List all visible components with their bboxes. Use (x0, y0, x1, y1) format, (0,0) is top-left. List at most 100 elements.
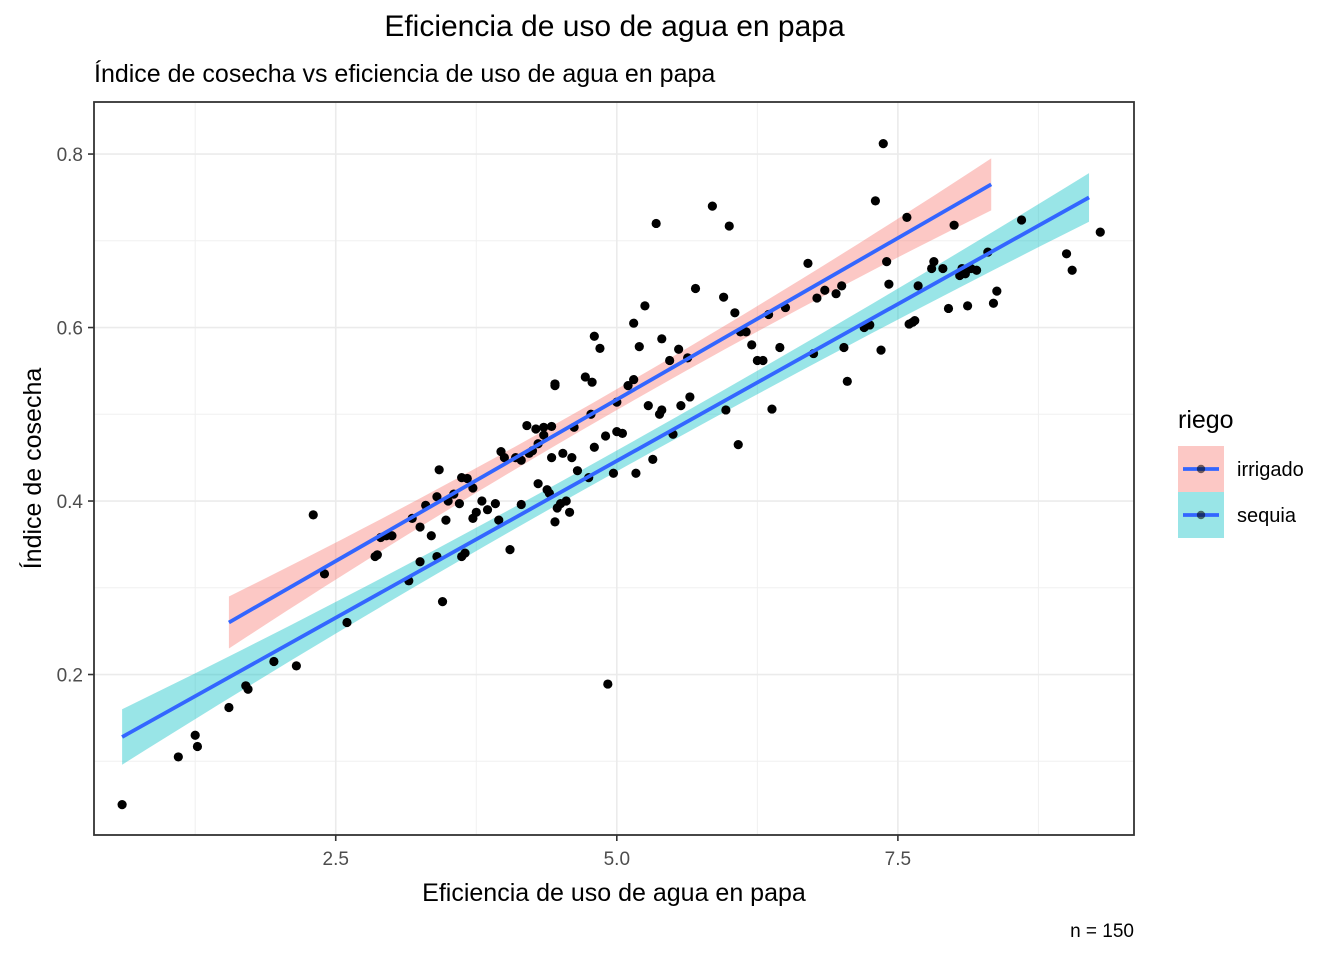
data-point (437, 597, 448, 607)
data-point (839, 342, 849, 353)
data-point (651, 218, 661, 229)
data-point (462, 473, 472, 484)
data-point (477, 496, 487, 506)
data-point (547, 421, 557, 432)
data-point (648, 454, 658, 464)
data-point (595, 343, 605, 353)
data-point (1067, 265, 1077, 275)
data-point (870, 196, 881, 206)
data-point (617, 428, 628, 438)
data-point (580, 372, 590, 382)
data-point (342, 617, 352, 628)
data-point (460, 548, 470, 558)
data-point (192, 741, 203, 752)
panel-border (93, 101, 1135, 836)
data-point (767, 404, 777, 414)
y-axis-tick-label: 0.2 (57, 666, 83, 687)
data-point (531, 424, 541, 434)
data-point (992, 286, 1002, 296)
data-point (820, 285, 830, 295)
legend-key-point (1196, 510, 1206, 520)
data-point (441, 515, 451, 525)
data-point (550, 381, 560, 391)
data-point (269, 656, 279, 667)
data-point (741, 327, 751, 337)
data-point (747, 340, 757, 350)
data-point (733, 440, 743, 450)
x-axis-tick-label: 2.5 (323, 849, 349, 870)
data-point (308, 510, 318, 520)
data-point (803, 258, 813, 268)
data-point (685, 392, 695, 402)
data-point (949, 220, 959, 230)
data-point (494, 515, 504, 525)
data-point (589, 442, 599, 452)
data-point (291, 661, 301, 671)
data-point (608, 468, 619, 478)
legend-key-point (1196, 464, 1206, 474)
data-point (882, 257, 892, 267)
data-point (775, 342, 785, 353)
legend-label-sequia: sequia (1237, 505, 1297, 527)
data-point (676, 401, 686, 411)
y-axis-title: Índice de cosecha (18, 368, 47, 570)
data-point (913, 281, 923, 291)
trend-line-sequia (121, 195, 1090, 739)
trend-lines (121, 182, 1090, 739)
data-point (988, 298, 999, 308)
data-point (589, 331, 599, 341)
data-point (674, 344, 684, 354)
data-point (842, 376, 852, 386)
data-point (724, 221, 734, 231)
data-point (567, 453, 577, 463)
trend-line-irrigado (227, 182, 993, 625)
legend-title: riego (1178, 406, 1234, 434)
data-point (558, 448, 568, 458)
chart-caption: n = 150 (1070, 921, 1134, 942)
data-point (707, 201, 717, 211)
x-axis-tick-label: 7.5 (885, 849, 911, 870)
data-point (415, 522, 425, 532)
data-point (719, 292, 729, 302)
data-point (482, 505, 493, 515)
axes: 2.5 5.0 7.5 0.2 0.4 0.6 0.8 (57, 145, 912, 870)
x-axis-title: Eficiencia de uso de agua en papa (422, 879, 806, 907)
data-point (564, 507, 575, 517)
data-point (657, 405, 667, 415)
data-point (190, 730, 200, 740)
data-point (631, 468, 641, 478)
data-points (117, 139, 1105, 810)
data-point (471, 507, 481, 517)
data-point (623, 381, 633, 391)
data-point (572, 466, 583, 476)
data-point (640, 301, 650, 311)
data-point (643, 401, 653, 411)
data-point (539, 430, 549, 440)
data-point (387, 531, 397, 541)
data-point (522, 420, 532, 431)
data-point (243, 684, 253, 694)
x-axis-tick-label: 5.0 (604, 849, 630, 870)
data-point (561, 496, 571, 506)
data-point (884, 279, 894, 289)
data-point (490, 499, 500, 509)
data-point (758, 355, 768, 366)
data-point (837, 281, 847, 291)
data-point (902, 212, 912, 222)
data-point (533, 479, 543, 489)
data-point (721, 405, 731, 415)
y-axis-tick-label: 0.6 (57, 319, 83, 340)
data-point (927, 263, 937, 274)
data-point (173, 752, 183, 762)
data-point (454, 499, 465, 509)
data-point (876, 345, 886, 355)
data-point (550, 517, 560, 527)
data-point (1016, 215, 1027, 225)
data-point (224, 702, 234, 713)
data-point (516, 499, 526, 510)
data-point (634, 342, 644, 352)
data-point (499, 453, 509, 463)
grid (94, 102, 1134, 835)
data-point (426, 531, 436, 541)
